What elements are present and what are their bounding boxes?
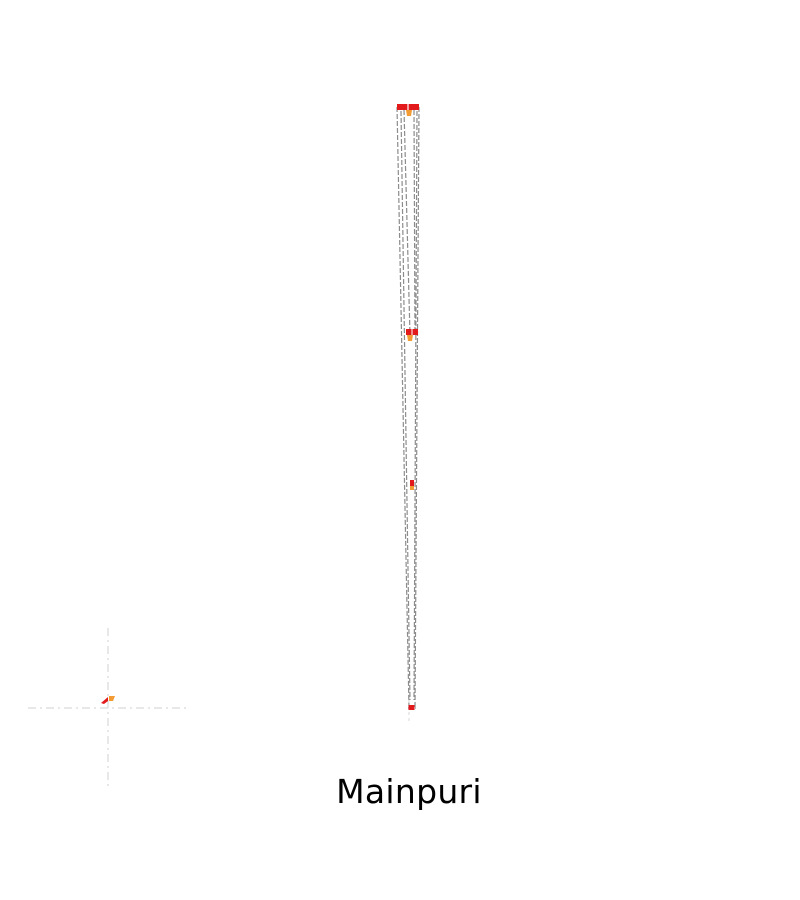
frame-mid-right-strut (413, 109, 416, 336)
top-cap-marker (397, 104, 419, 116)
crosshair-marker (101, 696, 115, 704)
frame-inner-right-edge (413, 110, 418, 701)
lower-red-bar (410, 480, 414, 486)
frame-mid-left-strut (403, 109, 411, 336)
top-cap-orange-tab (406, 110, 412, 116)
lower-orange-bar (410, 486, 414, 490)
tapered-frame (396, 106, 420, 709)
bottom-red-marker (408, 705, 415, 710)
frame-inner-left-edge (400, 110, 411, 701)
frame-outer-left-edge (396, 106, 410, 709)
crosshair-marker-red (101, 697, 108, 704)
middle-orange-tab (407, 335, 413, 341)
lower-marker (410, 480, 414, 490)
crosshair-marker-orange (109, 696, 115, 701)
crosshair-guides (28, 628, 188, 788)
middle-marker (406, 329, 418, 341)
place-title: Mainpuri (336, 772, 482, 811)
frame-outer-right-edge (414, 106, 420, 709)
